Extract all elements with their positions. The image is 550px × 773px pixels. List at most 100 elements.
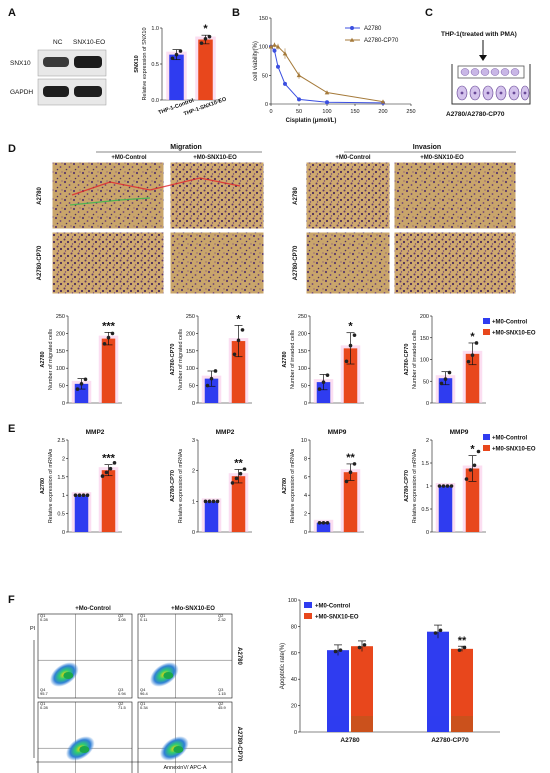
panel-letters: A B C D E F bbox=[8, 7, 433, 606]
bar bbox=[101, 338, 116, 403]
y-tick-label: 50 bbox=[423, 379, 429, 385]
data-point bbox=[102, 342, 107, 346]
data-point bbox=[317, 387, 322, 391]
panel-label-d: D bbox=[8, 143, 16, 155]
y-tick-label: 2 bbox=[426, 438, 429, 444]
quadrant-name: Q4 bbox=[40, 687, 46, 692]
flow-column-label: +Mo-Control bbox=[75, 606, 111, 612]
micro-row-cp70-left: A2780-CP70 bbox=[37, 245, 43, 280]
y-tick-label: 0 bbox=[294, 730, 297, 736]
y-axis-label: Relative expression of mRNAs bbox=[290, 448, 296, 523]
legend-swatch bbox=[304, 613, 312, 619]
quadrant-value: 95.7 bbox=[40, 691, 49, 696]
y-tick-label: 250 bbox=[56, 314, 65, 320]
wb-row-gapdh: GAPDH bbox=[10, 89, 33, 96]
y-tick-label: 0.0 bbox=[151, 98, 159, 104]
quadrant-value: 0.94 bbox=[118, 691, 127, 696]
bar bbox=[169, 54, 184, 100]
schematic-top-label: THP-1(treated with PMA) bbox=[441, 31, 517, 38]
x-category-label: A2780-CP70 bbox=[431, 737, 469, 744]
data-point bbox=[79, 382, 84, 386]
y-axis-label-2: A2780-CP70 bbox=[170, 344, 176, 376]
y-tick-label: 100 bbox=[56, 366, 65, 372]
data-point bbox=[325, 373, 330, 377]
data-point bbox=[174, 52, 179, 57]
y-tick-label: 250 bbox=[186, 314, 195, 320]
data-point bbox=[170, 56, 175, 61]
data-point bbox=[344, 359, 349, 364]
y-tick-label: 0.5 bbox=[151, 62, 159, 68]
y-tick-label: 50 bbox=[301, 384, 307, 390]
flow-row-label: A2780-CP70 bbox=[236, 727, 242, 762]
legend-label: +M0-Control bbox=[492, 436, 527, 442]
data-point bbox=[321, 380, 326, 384]
bar bbox=[231, 476, 246, 532]
wb-band-snx10-nc bbox=[43, 57, 69, 67]
data-point bbox=[242, 467, 247, 471]
legend-label: +M0-Control bbox=[315, 604, 350, 610]
data-point bbox=[433, 631, 438, 635]
y-tick-label: 50 bbox=[189, 384, 195, 390]
bar bbox=[351, 646, 373, 732]
y-tick-label: 0.5 bbox=[57, 512, 65, 518]
legend-label: +M0-SNX10-EO bbox=[492, 447, 536, 453]
legend-d: +M0-Control +M0-SNX10-EO bbox=[483, 318, 536, 337]
data-point bbox=[205, 383, 210, 388]
quadrant-name: Q1 bbox=[40, 613, 46, 618]
quadrant-name: Q2 bbox=[118, 613, 124, 618]
chart-title: MMP2 bbox=[216, 429, 235, 436]
panel-label-c: C bbox=[425, 7, 433, 19]
data-point bbox=[344, 479, 349, 484]
y-tick-label: 1 bbox=[192, 499, 195, 505]
y-tick-label: 4 bbox=[304, 493, 307, 499]
wb-lane-snx10eo: SNX10-EO bbox=[73, 39, 105, 46]
x-tick-label: 250 bbox=[406, 109, 415, 115]
quadrant-value: 3.05 bbox=[118, 617, 127, 622]
data-point bbox=[441, 484, 446, 488]
chart-e1: 0 0.5 1 1.5 2 2.5 *** MMP2 Relative expression o… bbox=[40, 429, 122, 536]
data-point bbox=[443, 377, 448, 381]
y-tick-label: 0 bbox=[192, 530, 195, 536]
data-point bbox=[110, 331, 115, 336]
y-tick-label: 0 bbox=[304, 401, 307, 407]
micro-row-cp70-right: A2780-CP70 bbox=[293, 245, 299, 280]
quadrant-name: Q3 bbox=[118, 687, 124, 692]
wb-band-gapdh-nc bbox=[43, 86, 69, 97]
wb-band-gapdh-eo bbox=[74, 86, 102, 97]
data-point bbox=[81, 493, 86, 498]
data-point bbox=[203, 499, 208, 504]
data-point bbox=[106, 335, 111, 340]
y-tick-label: 1 bbox=[426, 484, 429, 490]
data-point bbox=[466, 359, 471, 364]
significance-marker: ** bbox=[346, 452, 355, 464]
schematic-bottom-label: A2780/A2780-CP70 bbox=[446, 111, 505, 118]
data-point bbox=[240, 328, 245, 332]
quadrant-value: 0.34 bbox=[140, 705, 149, 710]
quadrant-name: Q3 bbox=[218, 687, 224, 692]
panel-label-e: E bbox=[8, 423, 15, 435]
flow-density-core bbox=[79, 745, 90, 753]
data-point bbox=[83, 377, 88, 382]
quadrant-value: 0.11 bbox=[140, 617, 148, 622]
y-axis-label: cell viability(%) bbox=[253, 41, 259, 81]
bar bbox=[327, 650, 349, 732]
data-point bbox=[215, 499, 220, 504]
microscopy-headers: Migration +M0-Control +M0-SNX10-EO Invas… bbox=[96, 144, 516, 161]
bar bbox=[316, 382, 331, 403]
bar bbox=[316, 522, 331, 532]
y-tick-label: 0 bbox=[62, 530, 65, 536]
bar bbox=[451, 648, 473, 732]
bar bbox=[74, 495, 89, 532]
series-point bbox=[272, 48, 277, 53]
data-point bbox=[348, 343, 353, 348]
y-axis-label-2: SNX10 bbox=[134, 55, 140, 72]
legend-swatch bbox=[483, 445, 490, 451]
legend-label: +M0-SNX10-EO bbox=[492, 331, 536, 337]
y-tick-label: 250 bbox=[298, 314, 307, 320]
x-tick-label: 50 bbox=[296, 109, 302, 115]
quadrant-value: 1.15 bbox=[218, 691, 227, 696]
data-point bbox=[362, 643, 367, 647]
quadrant-name: Q1 bbox=[140, 701, 146, 706]
quadrant-name: Q2 bbox=[118, 701, 124, 706]
